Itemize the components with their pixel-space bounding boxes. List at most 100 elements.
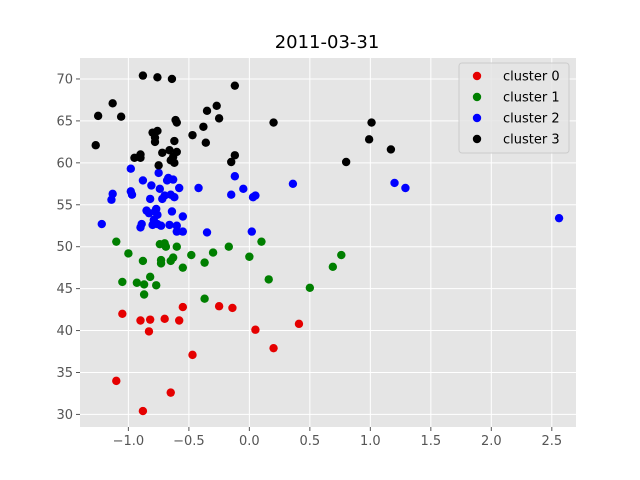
data-point	[153, 126, 162, 136]
data-point	[152, 281, 161, 290]
x-tick-label: 1.0	[360, 434, 381, 449]
data-point	[228, 303, 237, 313]
data-point	[214, 302, 224, 311]
data-point	[230, 172, 240, 181]
data-point	[136, 316, 145, 325]
data-point	[112, 237, 121, 246]
chart-title: 2011-03-31	[275, 32, 380, 53]
data-point	[97, 219, 106, 229]
data-point	[168, 175, 178, 184]
legend-label: cluster 2	[503, 112, 560, 127]
data-point	[156, 221, 166, 230]
data-point	[153, 210, 162, 220]
data-point	[150, 137, 160, 147]
data-point	[230, 81, 240, 90]
legend-label: cluster 3	[503, 133, 560, 148]
data-point	[126, 164, 136, 173]
data-point	[161, 242, 171, 251]
x-tick-label: 2.5	[541, 434, 562, 449]
data-point	[202, 106, 212, 116]
data-point	[132, 278, 142, 287]
data-point	[269, 118, 278, 127]
data-point	[124, 249, 133, 258]
data-point	[230, 151, 240, 160]
x-tick-label: 0.5	[300, 434, 321, 449]
data-point	[154, 161, 163, 170]
data-point	[158, 148, 167, 157]
data-point	[172, 242, 181, 251]
data-point	[288, 179, 298, 188]
data-point	[172, 221, 181, 230]
x-tick-label: 1.5	[420, 434, 441, 449]
data-point	[147, 181, 156, 190]
data-point	[224, 242, 233, 251]
data-point	[108, 99, 117, 108]
data-point	[247, 227, 256, 236]
y-tick-label: 40	[56, 324, 73, 339]
data-point	[364, 135, 374, 144]
data-point	[390, 178, 399, 188]
data-point	[153, 73, 162, 82]
data-point	[165, 146, 174, 155]
y-tick-label: 70	[56, 72, 73, 87]
data-point	[145, 315, 155, 324]
y-tick-label: 30	[56, 408, 73, 423]
data-point	[155, 184, 165, 194]
data-point	[167, 74, 177, 84]
data-point	[337, 250, 346, 260]
data-point	[170, 193, 179, 202]
data-point	[269, 343, 278, 353]
legend-marker	[472, 134, 482, 144]
data-point	[139, 280, 149, 289]
data-point	[170, 158, 179, 168]
data-point	[138, 256, 148, 266]
legend-marker	[472, 71, 482, 81]
data-point	[239, 184, 248, 194]
data-point	[188, 350, 197, 360]
y-tick-label: 65	[56, 114, 73, 129]
data-point	[294, 319, 304, 329]
x-tick-label: −0.5	[173, 434, 205, 449]
data-point	[178, 227, 188, 236]
data-point	[138, 176, 148, 185]
y-tick-label: 50	[56, 240, 73, 255]
data-point	[264, 275, 273, 284]
data-point	[257, 237, 266, 246]
data-point	[202, 228, 212, 237]
data-point	[212, 101, 221, 111]
data-point	[251, 325, 260, 334]
data-point	[139, 290, 149, 299]
data-point	[112, 376, 121, 386]
data-point	[554, 213, 564, 223]
data-point	[116, 112, 126, 121]
data-point	[187, 250, 196, 260]
data-point	[160, 314, 169, 324]
data-point	[154, 168, 163, 178]
legend-marker	[472, 92, 482, 102]
data-point	[194, 183, 203, 193]
data-point	[165, 220, 174, 230]
data-point	[172, 147, 181, 157]
data-point	[172, 118, 181, 127]
data-point	[91, 141, 100, 150]
data-point	[170, 136, 179, 146]
data-point	[172, 227, 181, 236]
data-point	[199, 122, 208, 131]
data-point	[138, 406, 148, 416]
data-point	[367, 118, 376, 127]
data-point	[175, 183, 184, 193]
y-tick-label: 35	[56, 366, 73, 381]
data-point	[168, 253, 178, 262]
data-point	[138, 71, 148, 80]
legend-label: cluster 1	[503, 91, 560, 106]
data-point	[201, 138, 211, 147]
data-point	[214, 114, 224, 123]
data-point	[251, 191, 260, 200]
data-point	[145, 194, 155, 204]
data-point	[144, 327, 154, 336]
data-point	[401, 183, 410, 193]
data-point	[245, 252, 254, 261]
data-point	[167, 207, 177, 216]
data-point	[200, 258, 209, 267]
